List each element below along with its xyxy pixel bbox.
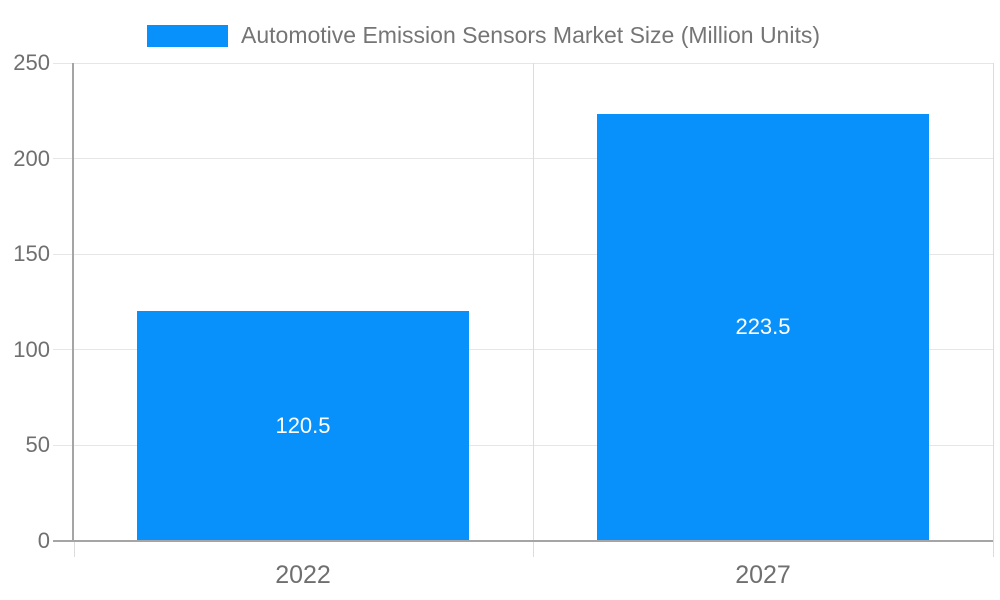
bar-2022[interactable]: 120.5 [137, 310, 469, 541]
y-tick-label-200: 200 [13, 145, 50, 171]
bar-2027[interactable]: 223.5 [597, 113, 929, 541]
y-tick-label-150: 150 [13, 241, 50, 267]
bar-value-label-2022: 120.5 [275, 412, 331, 438]
y-tick-label-100: 100 [13, 336, 50, 362]
y-tick-label-50: 50 [25, 432, 50, 458]
legend-title: Automotive Emission Sensors Market Size … [241, 22, 821, 48]
y-axis-line [72, 63, 74, 541]
gridline [53, 444, 993, 446]
plot-area: 0 50 100 150 200 250 120.5 2022 223.5 2027 [13, 52, 994, 589]
category-separator-line [532, 63, 534, 557]
category-separator-line [992, 63, 994, 557]
bar-value-label-2027: 223.5 [735, 314, 791, 340]
y-tick-label-0: 0 [37, 528, 50, 553]
x-axis-line [53, 540, 993, 542]
gridline [53, 349, 993, 351]
gridline [53, 62, 993, 64]
x-tick-label-2022: 2022 [275, 561, 331, 589]
y-tick-label-250: 250 [13, 50, 50, 75]
gridline [53, 253, 993, 255]
x-tick-label-2027: 2027 [735, 561, 791, 589]
legend-swatch [147, 24, 228, 47]
x-axis-tick [73, 541, 75, 557]
gridline [53, 158, 993, 160]
chart-legend[interactable]: Automotive Emission Sensors Market Size … [147, 22, 820, 49]
